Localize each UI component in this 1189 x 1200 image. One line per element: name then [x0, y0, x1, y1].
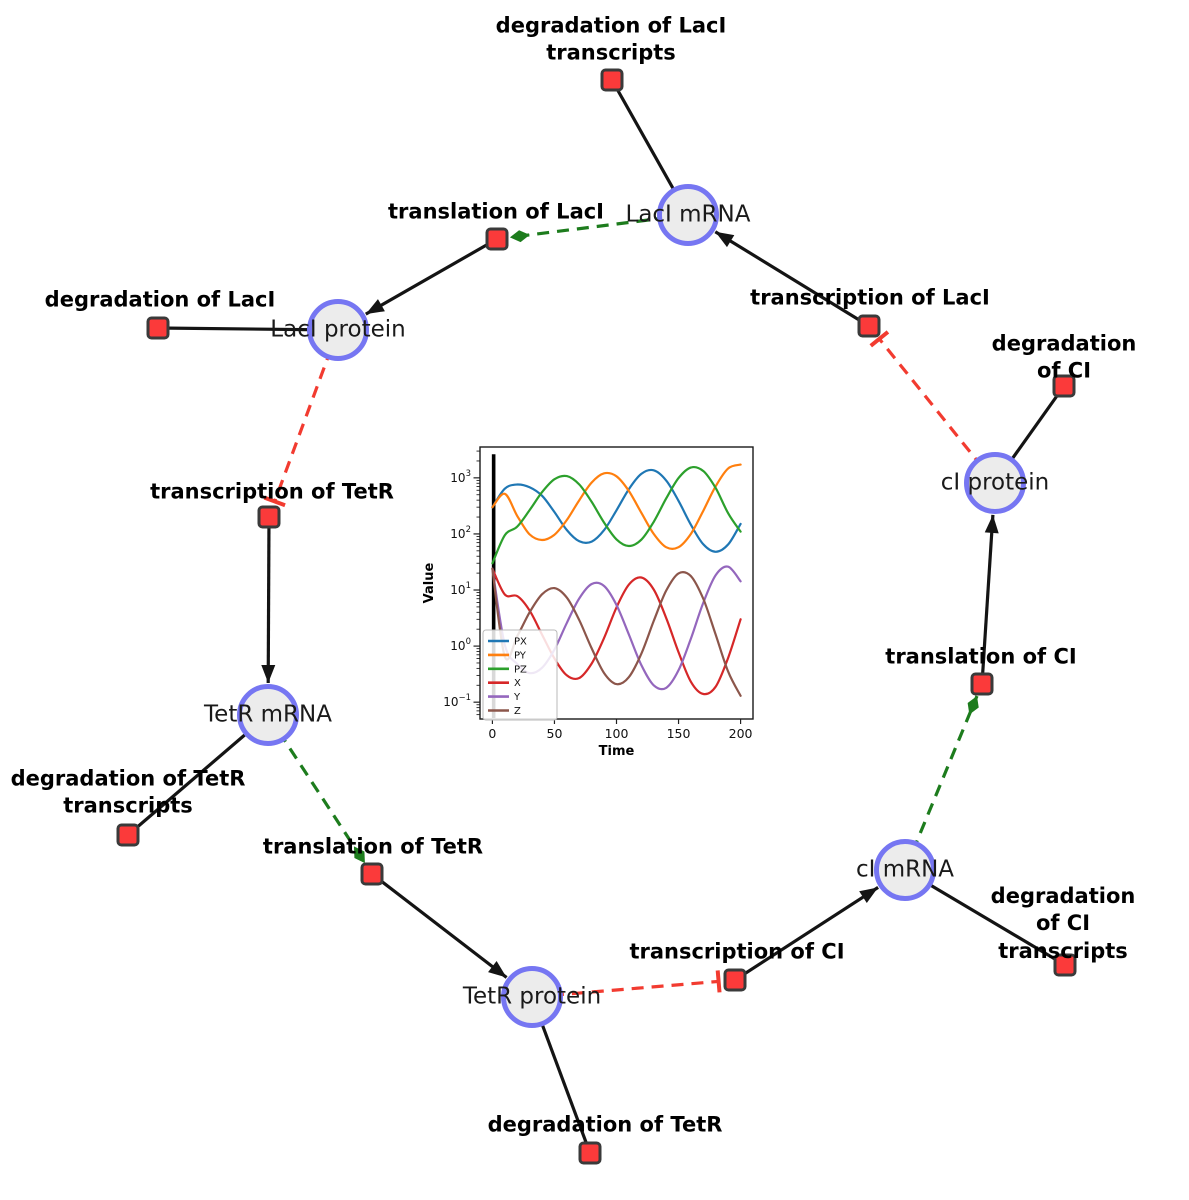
species-label-laci-protein: LacI protein	[270, 316, 406, 343]
reaction-label-translation-tetr: translation of TetR	[262, 834, 484, 859]
reaction-node-translation-laci	[485, 227, 509, 251]
reaction-label-transcription-tetr: transcription of TetR	[150, 479, 394, 504]
reaction-node-translation-ci	[970, 672, 994, 696]
edge-tetr-protein-to-transcription-ci	[531, 970, 722, 999]
reaction-node-deg-laci	[146, 316, 170, 340]
y-tick-label: 103	[450, 469, 471, 485]
legend-label-Y: Y	[513, 692, 521, 703]
edge-transcription-tetr-to-tetr-mrna	[261, 516, 276, 684]
species-node-laci-protein	[307, 299, 369, 361]
edge-ci-mrna-to-deg-ci-transcripts	[904, 868, 1066, 967]
reaction-node-translation-tetr	[360, 862, 384, 886]
species-label-tetr-protein: TetR protein	[462, 983, 602, 1010]
species-label-tetr-mrna: TetR mRNA	[204, 701, 332, 728]
species-label-laci-mrna: LacI mRNA	[625, 201, 751, 228]
time-series-plot: 10−1 100 101 102 103 0 50 100 150 200 Time Value PX P…	[422, 446, 754, 759]
x-tick-label: 200	[729, 726, 753, 741]
species-node-ci-mrna	[874, 839, 936, 901]
edge-translation-laci-to-laci-protein	[365, 237, 498, 316]
edge-transcription-ci-to-ci-mrna	[734, 886, 879, 982]
series-line-Z	[491, 567, 742, 697]
reaction-node-deg-ci	[1052, 374, 1076, 398]
x-tick-label: 0	[488, 726, 496, 741]
species-node-laci-mrna	[657, 184, 719, 246]
reaction-label-deg-laci: degradation of LacI	[44, 287, 276, 312]
series-line-PY	[491, 463, 742, 550]
edge-translation-tetr-to-tetr-protein	[371, 872, 508, 979]
reaction-node-deg-tetr	[578, 1141, 602, 1165]
species-label-ci-protein: cI protein	[940, 469, 1050, 496]
plot-frame	[479, 446, 754, 720]
series-line-PX	[491, 468, 742, 553]
reaction-label-deg-ci-transcripts: degradation of CI transcripts	[990, 884, 1136, 963]
reaction-label-transcription-ci: transcription of CI	[629, 939, 845, 964]
reaction-node-transcription-ci	[723, 968, 747, 992]
legend-label-PZ: PZ	[514, 664, 527, 675]
reaction-label-transcription-laci: transcription of LacI	[750, 285, 990, 310]
reaction-node-deg-laci-transcripts	[600, 68, 624, 92]
reaction-label-deg-tetr: degradation of TetR	[487, 1112, 723, 1137]
reaction-node-transcription-tetr	[257, 505, 281, 529]
legend-label-PY: PY	[514, 650, 527, 661]
x-tick-label: 100	[605, 726, 629, 741]
y-axis-label: Value	[422, 562, 437, 603]
reaction-label-translation-laci: translation of LacI	[388, 199, 604, 224]
y-tick-label: 100	[450, 637, 471, 653]
reaction-label-deg-tetr-transcripts: degradation of TetR transcripts	[10, 766, 246, 818]
legend-label-PX: PX	[514, 637, 527, 648]
x-axis-label: Time	[599, 744, 635, 759]
species-node-tetr-mrna	[237, 684, 299, 746]
y-tick-label: 102	[450, 525, 471, 541]
reaction-node-deg-ci-transcripts	[1053, 953, 1077, 977]
edge-transcription-laci-to-laci-mrna	[714, 230, 870, 328]
x-tick-label: 50	[547, 726, 563, 741]
y-tick-label: 10−1	[443, 693, 471, 709]
reaction-label-deg-ci: degradation of CI	[991, 331, 1137, 383]
legend-label-Z: Z	[514, 706, 521, 717]
legend-label-X: X	[514, 678, 521, 689]
y-tick-label: 101	[450, 581, 471, 597]
species-node-tetr-protein	[501, 966, 563, 1028]
edge-translation-ci-to-ci-protein	[980, 514, 999, 685]
x-tick-label: 150	[667, 726, 691, 741]
reaction-label-deg-laci-transcripts: degradation of LacI transcripts	[495, 13, 727, 65]
species-label-ci-mrna: cI mRNA	[855, 856, 955, 883]
reaction-node-deg-tetr-transcripts	[116, 823, 140, 847]
series-line-PZ	[491, 465, 742, 565]
species-node-ci-protein	[964, 452, 1026, 514]
reaction-label-translation-ci: translation of CI	[885, 644, 1077, 669]
reaction-node-transcription-laci	[857, 314, 881, 338]
